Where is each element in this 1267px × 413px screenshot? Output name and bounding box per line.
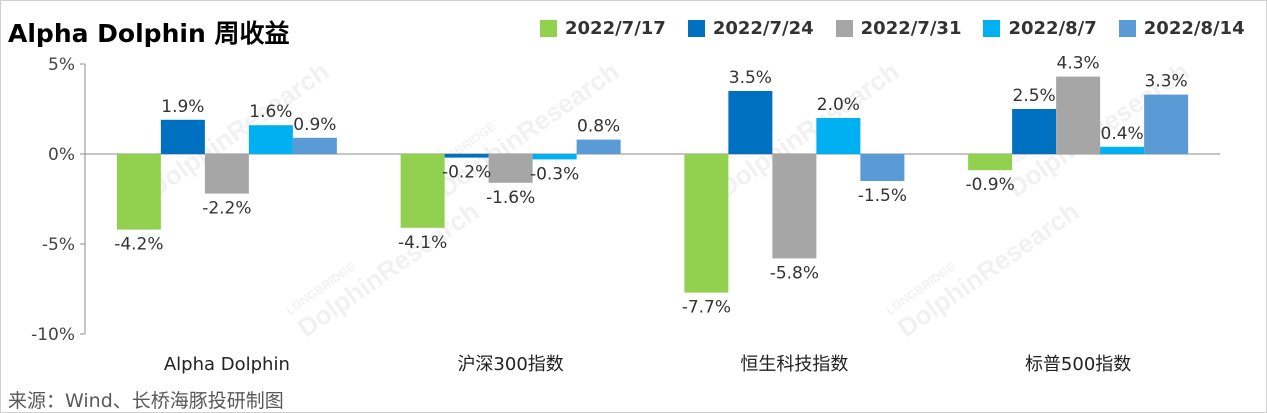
bar	[816, 118, 861, 154]
legend-swatch	[1118, 20, 1136, 37]
data-label: 1.9%	[161, 97, 204, 117]
y-tick-label: 5%	[48, 55, 75, 75]
data-label: -2.2%	[202, 199, 251, 219]
data-label: -1.5%	[858, 186, 907, 206]
data-label: 0.9%	[293, 115, 336, 135]
data-label: 0.4%	[1101, 124, 1144, 144]
legend-item: 2022/7/31	[835, 18, 962, 39]
bar	[248, 125, 293, 154]
y-tick-label: -5%	[42, 235, 75, 255]
bar	[728, 91, 773, 154]
legend-label: 2022/8/14	[1143, 18, 1245, 39]
legend-item: 2022/7/17	[540, 18, 666, 39]
legend-swatch	[540, 20, 557, 37]
legend-label: 2022/7/24	[712, 18, 814, 39]
bar	[488, 154, 533, 183]
legend-swatch	[835, 20, 853, 37]
data-label: 2.0%	[817, 95, 860, 115]
x-category-label: 标普500指数	[1025, 354, 1131, 375]
x-category-label: 沪深300指数	[457, 354, 563, 375]
x-category-label: 恒生科技指数	[740, 354, 848, 375]
data-label: 0.8%	[577, 117, 620, 137]
legend-item: 2022/8/7	[983, 18, 1097, 39]
y-tick-label: -10%	[31, 325, 75, 345]
watermark-research: DolphinResearch	[292, 196, 484, 343]
legend-swatch	[687, 20, 705, 37]
data-labels: -4.2% 1.9% -2.2% 1.6%0.9% -4.1% -0.2% -1.6% -0.…	[114, 54, 1188, 318]
x-category-label: Alpha Dolphin	[164, 354, 290, 375]
bar	[204, 154, 249, 194]
y-tick-label: 0%	[48, 145, 75, 165]
data-label: -1.6%	[486, 188, 535, 208]
bar	[860, 154, 905, 181]
bar	[684, 154, 729, 293]
chart-title: Alpha Dolphin 周收益	[8, 19, 290, 48]
data-label: 2.5%	[1013, 86, 1056, 106]
bar	[444, 154, 489, 158]
legend-label: 2022/8/7	[1008, 18, 1097, 39]
data-label: -5.8%	[770, 263, 819, 283]
axes: 5% 0% -5% -10% Alpha Dolphin 沪深300指数 恒生科技指数 标普5…	[31, 55, 1220, 375]
bar	[772, 154, 817, 259]
bar	[532, 154, 577, 160]
data-label: 3.5%	[729, 68, 772, 88]
legend: 2022/7/17 2022/7/24 2022/7/31 2022/8/7 2022/…	[540, 18, 1267, 39]
data-label: 1.6%	[249, 102, 292, 122]
bar	[160, 119, 205, 154]
bar	[576, 139, 621, 154]
data-label: -4.2%	[114, 235, 163, 255]
watermark-research: DolphinResearch	[892, 196, 1084, 343]
bar	[968, 154, 1013, 171]
source-note: 来源：Wind、长桥海豚投研制图	[8, 390, 284, 412]
legend-label: 2022/7/17	[565, 18, 666, 39]
data-label: 3.3%	[1145, 72, 1188, 92]
bar	[292, 137, 337, 154]
bars	[116, 76, 1189, 293]
bar	[1056, 76, 1101, 154]
data-label: -4.1%	[398, 233, 447, 253]
legend-label: 2022/7/31	[860, 18, 962, 39]
data-label: -0.3%	[530, 164, 579, 184]
bar	[400, 154, 445, 228]
data-label: -0.2%	[442, 163, 491, 183]
data-label: -7.7%	[682, 298, 731, 318]
legend-item: 2022/7/24	[687, 18, 814, 39]
bar	[1012, 109, 1057, 154]
legend-swatch	[983, 20, 1001, 37]
bar	[116, 154, 161, 230]
legend-item: 2022/8/14	[1118, 18, 1245, 39]
bar	[1144, 94, 1189, 154]
data-label: 4.3%	[1057, 54, 1100, 74]
data-label: -0.9%	[965, 175, 1014, 195]
bar	[1100, 146, 1145, 154]
